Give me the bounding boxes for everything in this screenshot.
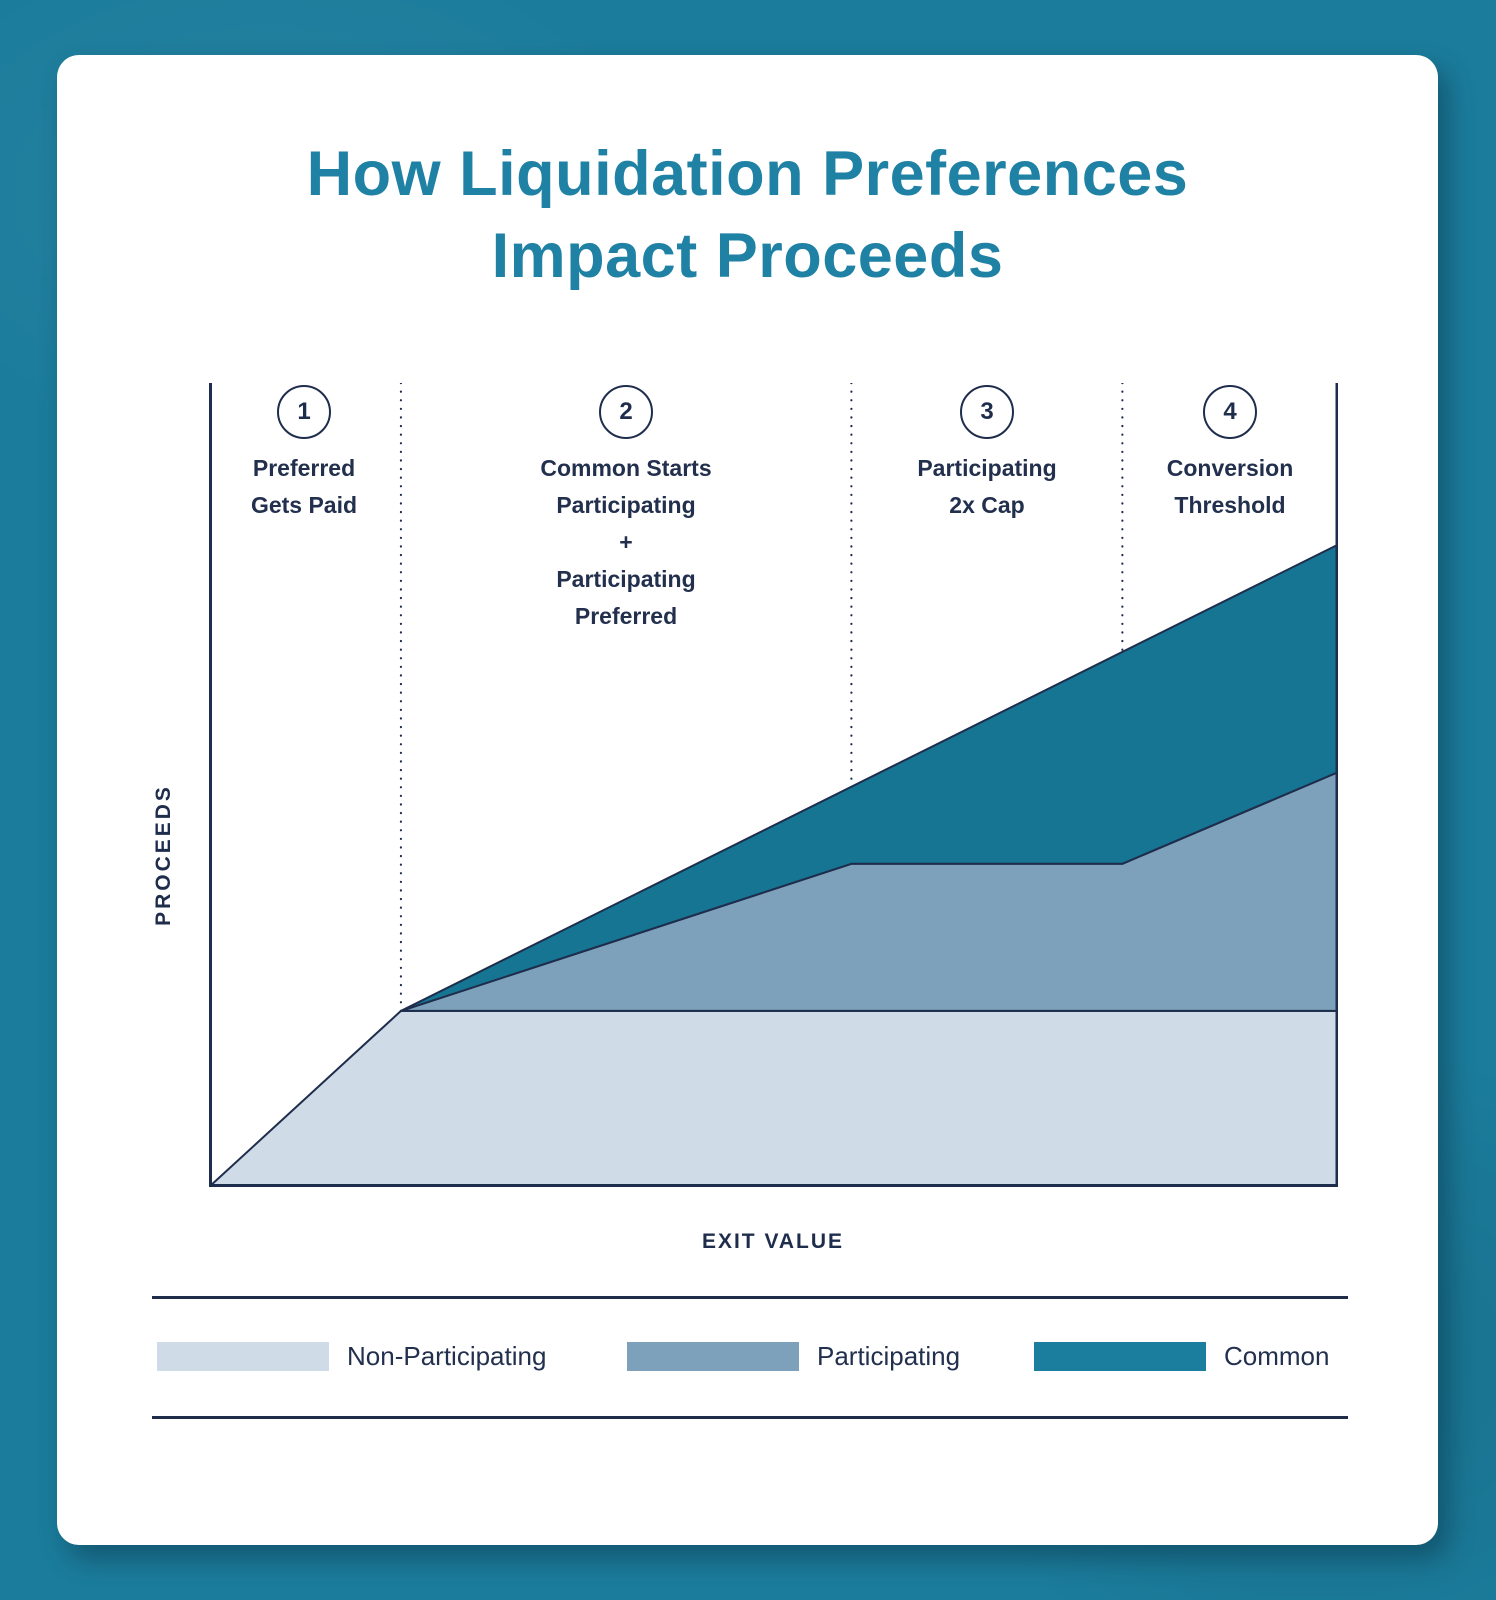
liquidation-preferences-chart xyxy=(209,383,1338,1187)
participating-swatch xyxy=(627,1342,799,1371)
y-axis-label: PROCEEDS xyxy=(152,784,175,926)
participating-label: Participating xyxy=(817,1341,961,1371)
common-area xyxy=(399,543,1338,1012)
common-label: Common xyxy=(1224,1341,1330,1371)
infographic-card: How Liquidation Preferences Impact Proce… xyxy=(57,55,1438,1545)
page-title: How Liquidation Preferences Impact Proce… xyxy=(57,133,1438,297)
stage-1-label: Preferred Gets Paid xyxy=(250,455,358,518)
stage-1-number-badge: 1 xyxy=(277,385,331,439)
legend-item-non-participating: Non-Participating xyxy=(157,1341,547,1371)
stage-2-label: Common Starts Participating + Participat… xyxy=(540,455,712,629)
stage-3-number: 3 xyxy=(980,398,994,425)
stage-4-label: Conversion Threshold xyxy=(1166,455,1294,518)
non-participating-swatch xyxy=(157,1342,329,1371)
title-line-2: Impact Proceeds xyxy=(491,221,1004,291)
legend-bottom-divider xyxy=(152,1416,1348,1419)
legend-top-divider xyxy=(152,1296,1348,1299)
common-swatch xyxy=(1034,1342,1206,1371)
stage-2-number-badge: 2 xyxy=(599,385,653,439)
stage-4-number: 4 xyxy=(1223,398,1237,425)
non-participating-label: Non-Participating xyxy=(347,1341,547,1371)
chart-areas xyxy=(209,543,1338,1187)
non-participating-area xyxy=(209,1009,1338,1187)
stage-1-number: 1 xyxy=(297,398,311,425)
stage-4-number-badge: 4 xyxy=(1203,385,1257,439)
stage-divider-dotted-lines xyxy=(399,383,1124,1013)
title-line-1: How Liquidation Preferences xyxy=(306,139,1189,209)
stage-2-number: 2 xyxy=(619,398,633,425)
stage-3-number-badge: 3 xyxy=(960,385,1014,439)
x-axis-label: EXIT VALUE xyxy=(701,1230,845,1253)
legend-item-common: Common xyxy=(1034,1341,1330,1371)
stage-3-label: Participating 2x Cap xyxy=(917,455,1057,518)
legend-item-participating: Participating xyxy=(627,1341,961,1371)
